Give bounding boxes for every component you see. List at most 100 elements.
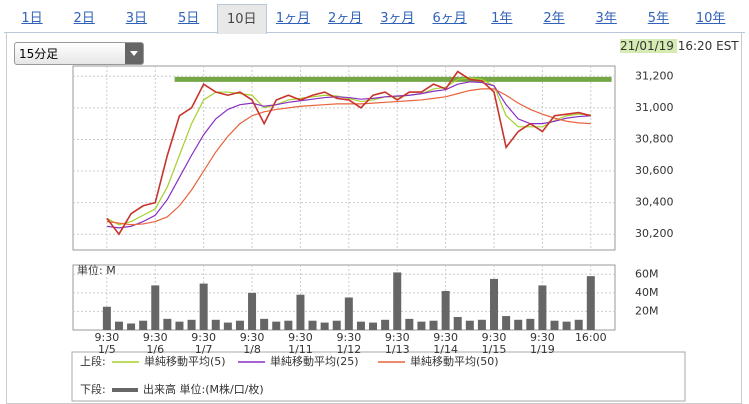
volume-bar (441, 291, 450, 330)
volume-bar (417, 321, 426, 330)
volume-bar (405, 318, 414, 330)
y-tick-label: 31,000 (635, 101, 674, 114)
tab-bar: 1日 2日 3日 5日 10日 1ヶ月 2ヶ月 3ヶ月 6ヶ月 1年 2年 3年 5年 10年 (4, 2, 745, 34)
y-tick-label: 30,200 (635, 227, 674, 240)
x-tick-label: 9:30 (288, 331, 313, 344)
x-tick-date: 1/13 (385, 343, 410, 356)
volume-bar (514, 319, 523, 330)
volume-bar (477, 319, 486, 330)
volume-bar (211, 319, 220, 330)
volume-bar (284, 320, 293, 330)
moving-average-line (106, 77, 591, 226)
volume-bar (393, 272, 402, 330)
y-tick-label: 30,800 (635, 132, 674, 145)
moving-average-line (106, 88, 591, 226)
volume-bar (296, 294, 305, 330)
dropdown-button[interactable] (125, 43, 143, 64)
panel-title: 単位: M (77, 263, 116, 277)
x-tick-label: 9:30 (143, 331, 168, 344)
range-tab[interactable]: 10年 (695, 11, 726, 26)
range-tab[interactable]: 3日 (125, 11, 148, 26)
x-tick-label: 9:30 (95, 331, 120, 344)
volume-bar (320, 322, 329, 330)
range-tab[interactable]: 3ヶ月 (380, 11, 415, 26)
volume-bar (163, 318, 172, 330)
volume-bar (344, 297, 353, 330)
x-tick-label: 9:30 (433, 331, 458, 344)
range-tab[interactable]: 1ヶ月 (275, 11, 311, 26)
x-tick-date: 1/5 (98, 343, 116, 356)
price-line (106, 70, 592, 236)
volume-bar (127, 323, 136, 330)
moving-average-line (106, 81, 591, 229)
y-tick-label: 30,600 (635, 164, 674, 177)
x-tick-label: 9:30 (530, 331, 555, 344)
y-tick-label: 30,400 (635, 196, 674, 209)
legend-label: 単純移動平均(50) (410, 354, 499, 368)
range-tab[interactable]: 1年 (491, 11, 513, 26)
volume-panel (72, 264, 616, 331)
volume-bar (381, 319, 390, 330)
volume-bar (139, 320, 148, 330)
x-tick-date: 1/7 (195, 343, 213, 356)
range-tab[interactable]: 3年 (595, 11, 617, 26)
range-tab[interactable]: 6ヶ月 (432, 11, 467, 26)
volume-bar (465, 320, 474, 330)
volume-bar (574, 319, 583, 330)
volume-bar (502, 316, 511, 330)
volume-bar (223, 322, 232, 330)
volume-bar (308, 320, 317, 330)
x-tick-date: 1/12 (336, 343, 361, 356)
x-tick-date: 1/19 (530, 343, 555, 356)
volume-bar (199, 283, 208, 330)
volume-bar (102, 306, 111, 330)
volume-bar (260, 318, 269, 330)
x-tick-date: 1/11 (288, 343, 313, 356)
y-tick-label: 60M (635, 267, 659, 280)
volume-bar (429, 320, 438, 330)
x-tick-label: 9:30 (385, 331, 410, 344)
volume-bar (453, 317, 462, 330)
volume-bar (235, 320, 244, 330)
legend-label: 出来高 単位:(M株/口/枚) (143, 382, 264, 396)
volume-bar (562, 321, 571, 330)
y-tick-label: 20M (635, 304, 659, 317)
range-tab[interactable]: 5日 (177, 11, 200, 26)
volume-bar (114, 321, 123, 330)
y-tick-label: 31,200 (635, 69, 674, 82)
volume-bar (272, 321, 281, 330)
legend-box (71, 351, 686, 402)
x-tick-date: 1/8 (243, 343, 261, 356)
volume-bar (538, 285, 547, 330)
legend-upper: 上段: (80, 354, 106, 368)
dropdown-label: 15分足 (19, 47, 59, 61)
x-tick-label: 9:30 (191, 331, 216, 344)
range-tab[interactable]: 2日 (73, 11, 95, 26)
volume-bar (187, 319, 196, 330)
timestamp: 21/01/19 16:20 EST (620, 39, 739, 53)
volume-bar (151, 285, 160, 330)
range-tab[interactable]: 2年 (543, 11, 565, 26)
x-tick-label: 9:30 (336, 331, 361, 344)
range-tab[interactable]: 1日 (21, 11, 43, 26)
range-tab[interactable]: 5年 (647, 11, 670, 26)
interval-dropdown[interactable]: 15分足 (14, 42, 144, 65)
volume-bar (248, 292, 257, 330)
x-tick-date: 1/14 (433, 343, 458, 356)
volume-bar (369, 322, 378, 330)
x-tick-date: 1/15 (482, 343, 507, 356)
range-tab[interactable]: 2ヶ月 (328, 11, 363, 26)
x-tick-date: 1/6 (146, 343, 164, 356)
volume-bar (526, 318, 535, 330)
range-tab[interactable]: 10日 (216, 4, 267, 34)
legend-lower: 下段: (80, 382, 106, 396)
volume-bar (586, 276, 595, 330)
x-tick-label: 16:00 (575, 331, 607, 344)
price-panel (72, 65, 616, 251)
legend-label: 単純移動平均(25) (270, 354, 359, 368)
y-tick-label: 40M (635, 286, 659, 299)
legend-label: 単純移動平均(5) (144, 354, 226, 368)
volume-bar (490, 278, 499, 330)
